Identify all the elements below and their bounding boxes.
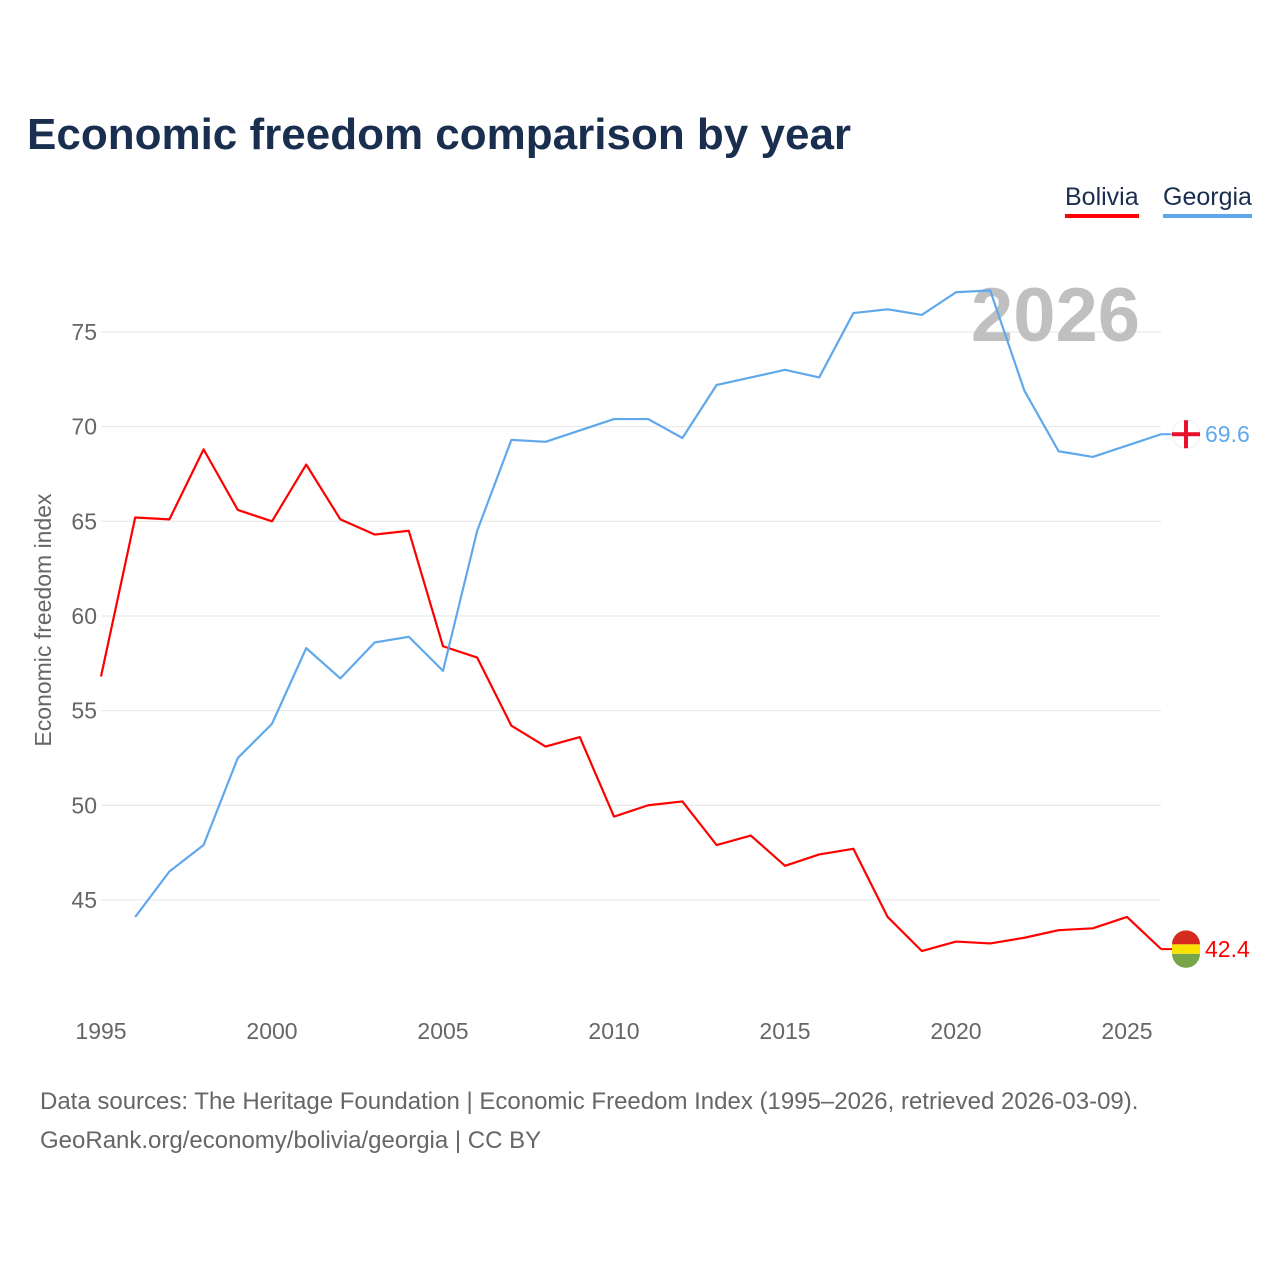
x-tick-label: 2000 bbox=[246, 1018, 297, 1044]
y-tick-label: 55 bbox=[71, 698, 97, 724]
chart-title: Economic freedom comparison by year bbox=[27, 110, 852, 159]
end-value-label-georgia: 69.6 bbox=[1205, 421, 1250, 447]
y-tick-label: 75 bbox=[71, 319, 97, 345]
x-tick-label: 2015 bbox=[759, 1018, 810, 1044]
x-tick-label: 2025 bbox=[1101, 1018, 1152, 1044]
bolivia-flag-icon bbox=[1172, 930, 1200, 945]
series-line-bolivia bbox=[99, 448, 1162, 953]
legend-georgia[interactable]: Georgia bbox=[1163, 183, 1252, 218]
y-tick-label: 70 bbox=[71, 414, 97, 440]
x-tick-label: 2010 bbox=[588, 1018, 639, 1044]
flag-stripe bbox=[1172, 953, 1200, 968]
y-tick-label: 60 bbox=[71, 603, 97, 629]
x-tick-label: 2020 bbox=[930, 1018, 981, 1044]
year-watermark: 2026 bbox=[971, 273, 1140, 358]
flag-cross bbox=[1184, 420, 1188, 449]
source-note: Data sources: The Heritage Foundation | … bbox=[40, 1088, 1139, 1115]
attribution: GeoRank.org/economy/bolivia/georgia | CC… bbox=[40, 1127, 542, 1154]
legend-bolivia[interactable]: Bolivia bbox=[1065, 183, 1139, 218]
x-tick-label: 1995 bbox=[75, 1018, 126, 1044]
y-tick-label: 50 bbox=[71, 792, 97, 818]
flag-stripe bbox=[1172, 944, 1200, 954]
y-tick-label: 65 bbox=[71, 508, 97, 534]
y-tick-label: 45 bbox=[71, 887, 97, 913]
end-value-label-bolivia: 42.4 bbox=[1205, 936, 1250, 962]
y-axis-label: Economic freedom index bbox=[30, 493, 56, 747]
x-tick-label: 2005 bbox=[417, 1018, 468, 1044]
series-line-georgia bbox=[134, 289, 1162, 918]
